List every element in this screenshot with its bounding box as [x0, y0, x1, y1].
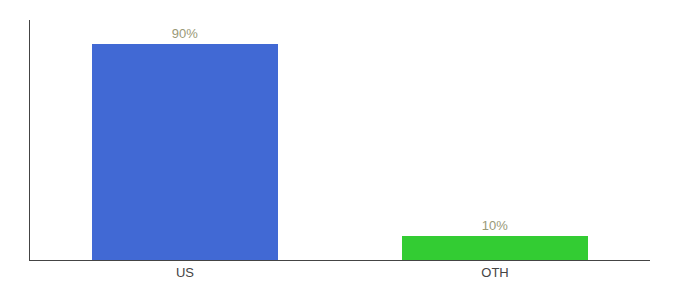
svg-text:90%: 90%: [172, 26, 198, 41]
svg-text:US: US: [176, 265, 194, 280]
svg-text:OTH: OTH: [481, 265, 508, 280]
svg-text:10%: 10%: [482, 218, 508, 233]
